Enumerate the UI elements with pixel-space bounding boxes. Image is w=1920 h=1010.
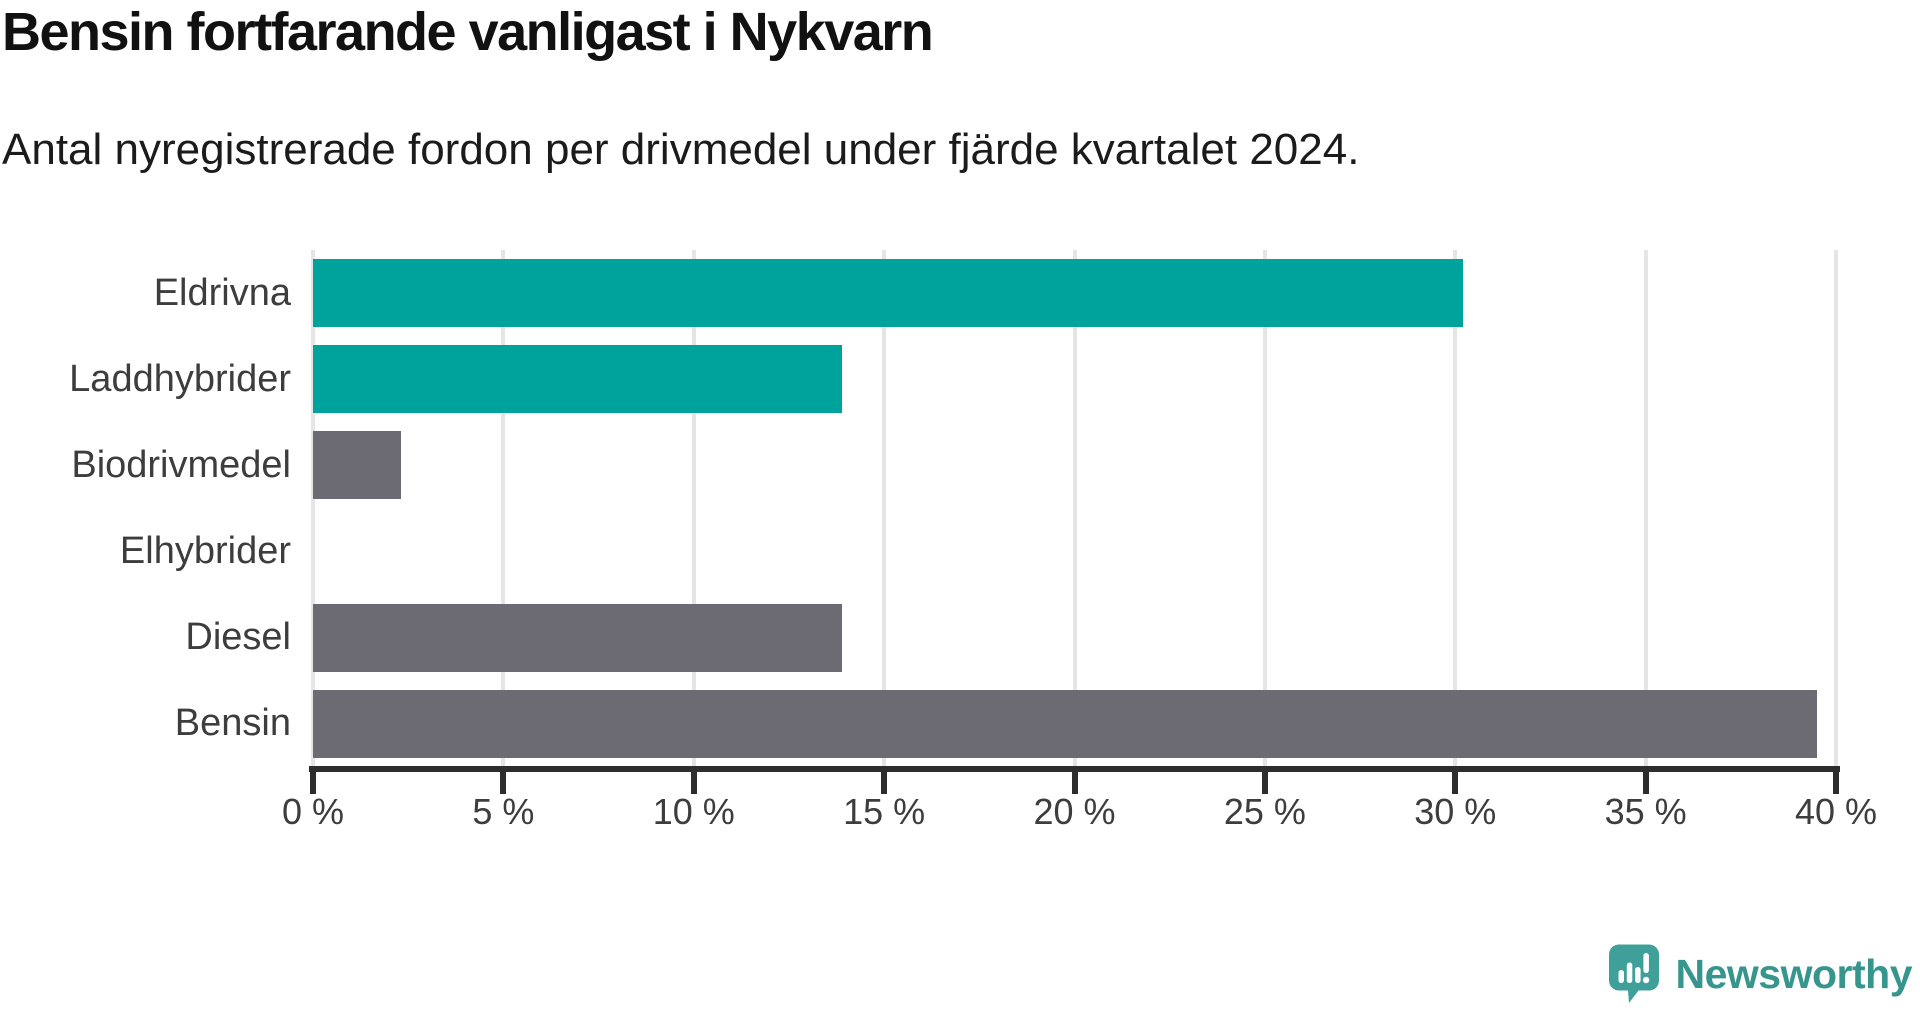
x-axis-tick-label: 30 % — [1414, 791, 1497, 832]
x-axis-tick — [1642, 766, 1649, 794]
category-label: Biodrivmedel — [71, 443, 291, 486]
gridline — [1262, 250, 1267, 767]
x-axis-tick-label: 25 % — [1223, 791, 1306, 832]
category-label: Elhybrider — [119, 530, 291, 573]
gridline — [691, 250, 696, 767]
brand-name: Newsworthy — [1675, 950, 1913, 997]
gridline — [1643, 250, 1648, 767]
gridline — [1453, 250, 1458, 767]
page-subtitle: Antal nyregistrerade fordon per drivmede… — [2, 125, 1360, 174]
category-label: Bensin — [174, 702, 291, 745]
x-axis-tick — [881, 766, 888, 794]
bar-row — [313, 336, 1836, 422]
bar-row — [313, 681, 1836, 767]
gridline — [311, 250, 315, 767]
gridline — [1072, 250, 1077, 767]
category-label: Diesel — [185, 616, 291, 659]
x-axis-tick-label: 5 % — [472, 791, 535, 832]
bar-row — [313, 422, 1836, 508]
x-axis-tick-label: 15 % — [843, 791, 926, 832]
brand-logo: Newsworthy — [1608, 944, 1913, 1004]
bar — [313, 603, 843, 672]
x-axis-tick-label: 20 % — [1033, 791, 1116, 832]
bar-row — [313, 595, 1836, 681]
x-axis-tick-label: 10 % — [652, 791, 735, 832]
bar — [313, 689, 1817, 758]
x-axis-tick — [310, 766, 316, 794]
x-axis-tick — [690, 766, 697, 794]
category-label: Eldrivna — [153, 271, 291, 314]
gridline — [1834, 250, 1838, 767]
newsworthy-icon — [1608, 944, 1659, 1003]
x-axis-tick — [1452, 766, 1459, 794]
bar — [313, 345, 843, 414]
page-title: Bensin fortfarande vanligast i Nykvarn — [2, 2, 934, 62]
gridline — [501, 250, 506, 767]
chart-plot-area — [311, 250, 1838, 767]
bar — [313, 431, 401, 500]
x-axis-tick — [1071, 766, 1078, 794]
bar — [313, 259, 1463, 327]
x-axis-tick — [500, 766, 507, 794]
x-axis-tick — [1261, 766, 1268, 794]
x-axis-tick-label: 0 % — [281, 791, 345, 832]
gridline — [882, 250, 887, 767]
bar-row — [313, 250, 1836, 336]
category-label: Laddhybrider — [69, 357, 291, 400]
x-axis-tick — [1833, 766, 1839, 794]
x-axis-tick-label: 35 % — [1604, 791, 1687, 832]
x-axis-tick-label: 40 % — [1794, 791, 1878, 832]
bar-row — [313, 509, 1836, 595]
